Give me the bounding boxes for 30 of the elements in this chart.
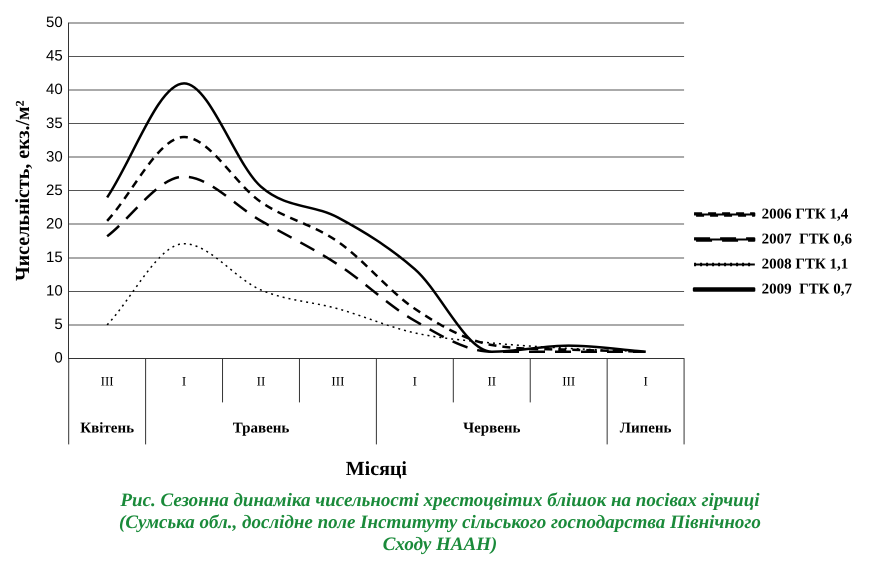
legend-label: 2008 ГТК 1,1 [762, 256, 848, 272]
x-tick-label: II [256, 374, 266, 389]
y-tick-label: 35 [46, 114, 63, 132]
y-tick-label: 25 [46, 182, 63, 199]
x-tick-label: I [643, 374, 648, 389]
text: Квітень [80, 420, 134, 436]
legend-label: 2006 ГТК 1,4 [762, 206, 849, 222]
text: Червень [463, 420, 521, 436]
y-tick-label: 45 [46, 48, 63, 65]
y-tick-label: 30 [46, 148, 63, 166]
text: Липень [620, 420, 672, 436]
y-tick-label: 50 [46, 14, 63, 32]
x-axis-title: Місяці [346, 458, 408, 480]
x-tick-label: I [412, 374, 418, 389]
y-tick-label: 15 [46, 248, 63, 266]
legend-label: 2007 ГТК 0,6 [762, 231, 852, 248]
x-tick-label: III [562, 374, 576, 389]
x-tick-label: II [487, 374, 496, 389]
y-tick-label: 0 [54, 350, 63, 367]
y-tick-label: 40 [46, 81, 63, 98]
legend-label: 2009 ГТК 0,7 [762, 281, 852, 298]
y-tick-label: 10 [46, 282, 63, 300]
text: Травень [232, 420, 290, 436]
y-tick-label: 20 [46, 215, 63, 232]
y-tick-label: 5 [54, 316, 63, 333]
text: Рис. Сезонна динаміка чисельності хрестоцвітих блішок на посівах гірчиці (Сумська обл., дослідне поле Інституту сільського господарства Північного Сходу НААН) [118, 489, 762, 556]
y-axis-title: Чисельність, екз./м² [12, 100, 34, 282]
x-tick-label: I [182, 374, 186, 389]
x-tick-label: III [331, 374, 344, 389]
x-tick-label: III [100, 374, 114, 389]
